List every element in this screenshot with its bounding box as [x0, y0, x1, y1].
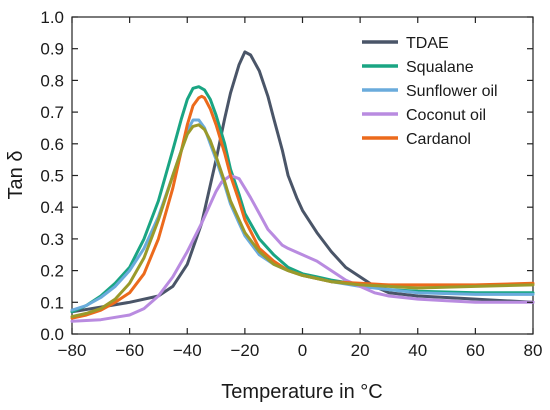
y-tick-label: 0.0 — [40, 325, 64, 344]
x-tick-label: −80 — [58, 341, 87, 360]
series-line-sunflower-oil-2 — [70, 118, 535, 312]
x-tick-label: 40 — [408, 341, 427, 360]
legend-label-tdae: TDAE — [406, 35, 449, 52]
y-tick-label: 0.8 — [40, 71, 64, 90]
y-tick-label: 0.1 — [40, 293, 64, 312]
series-line-unlabeled-5 — [70, 123, 535, 319]
x-tick-label: −60 — [115, 341, 144, 360]
series-layer — [70, 50, 535, 323]
x-tick-label: −20 — [230, 341, 259, 360]
y-tick-label: 0.5 — [40, 167, 64, 186]
y-tick-label: 0.3 — [40, 230, 64, 249]
series-line-tdae-0 — [70, 50, 535, 314]
y-tick-label: 0.9 — [40, 40, 64, 59]
legend-label-squalane: Squalane — [406, 59, 474, 76]
legend-label-coconut-oil: Coconut oil — [406, 107, 486, 124]
y-tick-label: 0.4 — [40, 198, 64, 217]
series-line-coconut-oil-3 — [70, 174, 535, 323]
x-tick-label: 20 — [351, 341, 370, 360]
y-tick-label: 1.0 — [40, 8, 64, 27]
legend-label-sunflower-oil: Sunflower oil — [406, 83, 498, 100]
legend-label-cardanol: Cardanol — [406, 131, 471, 148]
y-tick-label: 0.7 — [40, 103, 64, 122]
x-axis-title: Temperature in °C — [221, 381, 382, 403]
ticks-layer: −80 −60 −40 −20 0 20 40 60 80 0.0 0.1 0.2 0.3 0.4 0.5 0… — [40, 8, 542, 360]
x-tick-label: 0 — [298, 341, 307, 360]
x-tick-label: 80 — [524, 341, 543, 360]
y-axis-title: Tan δ — [5, 151, 27, 200]
x-tick-label: 60 — [466, 341, 485, 360]
y-tick-label: 0.2 — [40, 262, 64, 281]
legend: TDAE Squalane Sunflower oil Coconut oil Card… — [362, 35, 498, 148]
y-tick-label: 0.6 — [40, 135, 64, 154]
x-tick-label: −40 — [173, 341, 202, 360]
